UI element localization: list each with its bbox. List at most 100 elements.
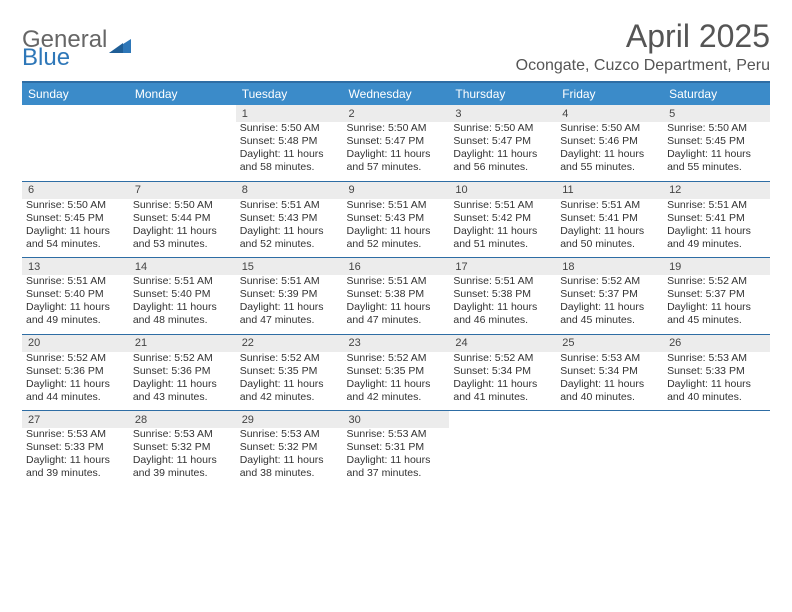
- day-cell: Sunrise: 5:52 AMSunset: 5:34 PMDaylight:…: [449, 352, 556, 411]
- sunrise-line: Sunrise: 5:52 AM: [240, 352, 339, 365]
- day-number: 10: [449, 182, 556, 199]
- day-number: 1: [236, 105, 343, 122]
- sunset-line: Sunset: 5:35 PM: [347, 365, 446, 378]
- day-number: 7: [129, 182, 236, 199]
- day-cell: Sunrise: 5:50 AMSunset: 5:44 PMDaylight:…: [129, 199, 236, 258]
- dow-sunday: Sunday: [22, 82, 129, 105]
- sunrise-line: Sunrise: 5:51 AM: [347, 275, 446, 288]
- sunset-line: Sunset: 5:47 PM: [453, 135, 552, 148]
- day-cell: Sunrise: 5:50 AMSunset: 5:47 PMDaylight:…: [449, 122, 556, 181]
- daylight-line: Daylight: 11 hours and 56 minutes.: [453, 148, 552, 174]
- day-number: 20: [22, 335, 129, 352]
- sunrise-line: Sunrise: 5:52 AM: [26, 352, 125, 365]
- sunset-line: Sunset: 5:32 PM: [133, 441, 232, 454]
- sunset-line: Sunset: 5:44 PM: [133, 212, 232, 225]
- day-cell: Sunrise: 5:53 AMSunset: 5:33 PMDaylight:…: [22, 428, 129, 487]
- day-number: 26: [663, 335, 770, 352]
- day-cell: Sunrise: 5:52 AMSunset: 5:37 PMDaylight:…: [663, 275, 770, 334]
- daylight-line: Daylight: 11 hours and 47 minutes.: [347, 301, 446, 327]
- day-number: [556, 411, 663, 428]
- day-number-row: 13141516171819: [22, 258, 770, 275]
- sunset-line: Sunset: 5:36 PM: [26, 365, 125, 378]
- day-cell: Sunrise: 5:52 AMSunset: 5:36 PMDaylight:…: [22, 352, 129, 411]
- sunrise-line: Sunrise: 5:51 AM: [453, 199, 552, 212]
- day-cell: Sunrise: 5:50 AMSunset: 5:48 PMDaylight:…: [236, 122, 343, 181]
- sunrise-line: Sunrise: 5:50 AM: [453, 122, 552, 135]
- sunrise-line: Sunrise: 5:51 AM: [240, 199, 339, 212]
- day-cell: Sunrise: 5:51 AMSunset: 5:41 PMDaylight:…: [663, 199, 770, 258]
- sunrise-line: Sunrise: 5:51 AM: [240, 275, 339, 288]
- sunrise-line: Sunrise: 5:53 AM: [560, 352, 659, 365]
- sunrise-line: Sunrise: 5:52 AM: [133, 352, 232, 365]
- sunset-line: Sunset: 5:38 PM: [453, 288, 552, 301]
- day-number: [449, 411, 556, 428]
- day-cell: Sunrise: 5:52 AMSunset: 5:35 PMDaylight:…: [236, 352, 343, 411]
- sunrise-line: Sunrise: 5:51 AM: [133, 275, 232, 288]
- daylight-line: Daylight: 11 hours and 44 minutes.: [26, 378, 125, 404]
- sunset-line: Sunset: 5:45 PM: [26, 212, 125, 225]
- daylight-line: Daylight: 11 hours and 57 minutes.: [347, 148, 446, 174]
- daylight-line: Daylight: 11 hours and 42 minutes.: [347, 378, 446, 404]
- daylight-line: Daylight: 11 hours and 40 minutes.: [560, 378, 659, 404]
- daylight-line: Daylight: 11 hours and 53 minutes.: [133, 225, 232, 251]
- day-cell: Sunrise: 5:51 AMSunset: 5:42 PMDaylight:…: [449, 199, 556, 258]
- day-number: [129, 105, 236, 122]
- daylight-line: Daylight: 11 hours and 39 minutes.: [133, 454, 232, 480]
- calendar-body: 12345Sunrise: 5:50 AMSunset: 5:48 PMDayl…: [22, 105, 770, 487]
- day-number: 6: [22, 182, 129, 199]
- day-number: 3: [449, 105, 556, 122]
- daylight-line: Daylight: 11 hours and 45 minutes.: [667, 301, 766, 327]
- sunrise-line: Sunrise: 5:50 AM: [26, 199, 125, 212]
- daylight-line: Daylight: 11 hours and 49 minutes.: [26, 301, 125, 327]
- day-cell: Sunrise: 5:52 AMSunset: 5:36 PMDaylight:…: [129, 352, 236, 411]
- day-cell: Sunrise: 5:53 AMSunset: 5:34 PMDaylight:…: [556, 352, 663, 411]
- day-content-row: Sunrise: 5:53 AM Sunset: 5:33 PM Daylight:…: [22, 428, 770, 487]
- day-number: 30: [343, 411, 450, 428]
- sunset-line: Sunset: 5:31 PM: [347, 441, 446, 454]
- daylight-line: Daylight: 11 hours and 40 minutes.: [667, 378, 766, 404]
- sunset-line: Sunset: 5:34 PM: [453, 365, 552, 378]
- month-title: April 2025: [516, 18, 770, 55]
- day-number: 14: [129, 258, 236, 275]
- daylight-line: Daylight: 11 hours and 55 minutes.: [560, 148, 659, 174]
- sunrise-line: Sunrise: 5:53 AM: [347, 428, 446, 441]
- day-number-row: 20212223242526: [22, 335, 770, 352]
- sunrise-line: Sunrise: 5:51 AM: [667, 199, 766, 212]
- sunset-line: Sunset: 5:45 PM: [667, 135, 766, 148]
- day-number: 28: [129, 411, 236, 428]
- sunset-line: Sunset: 5:33 PM: [26, 441, 125, 454]
- day-number: 11: [556, 182, 663, 199]
- sunset-line: Sunset: 5:47 PM: [347, 135, 446, 148]
- day-content-row: Sunrise: 5:51 AMSunset: 5:40 PMDaylight:…: [22, 275, 770, 334]
- sunrise-line: Sunrise: 5:53 AM: [240, 428, 339, 441]
- daylight-line: Daylight: 11 hours and 46 minutes.: [453, 301, 552, 327]
- day-cell: Sunrise: 5:50 AMSunset: 5:45 PMDaylight:…: [22, 199, 129, 258]
- location-subtitle: Ocongate, Cuzco Department, Peru: [516, 57, 770, 75]
- sunrise-line: Sunrise: 5:50 AM: [240, 122, 339, 135]
- daylight-line: Daylight: 11 hours and 38 minutes.: [240, 454, 339, 480]
- day-cell: Sunrise: 5:51 AMSunset: 5:39 PMDaylight:…: [236, 275, 343, 334]
- sunset-line: Sunset: 5:41 PM: [667, 212, 766, 225]
- sunrise-line: Sunrise: 5:50 AM: [667, 122, 766, 135]
- daylight-line: Daylight: 11 hours and 50 minutes.: [560, 225, 659, 251]
- day-cell: Sunrise: 5:53 AMSunset: 5:32 PMDaylight:…: [129, 428, 236, 487]
- day-number-row: 6789101112: [22, 182, 770, 199]
- sunset-line: Sunset: 5:40 PM: [133, 288, 232, 301]
- calendar-table: Sunday Monday Tuesday Wednesday Thursday…: [22, 81, 770, 487]
- sunset-line: Sunset: 5:34 PM: [560, 365, 659, 378]
- sunset-line: Sunset: 5:36 PM: [133, 365, 232, 378]
- page-header: General April 2025 Ocongate, Cuzco Depar…: [22, 18, 770, 75]
- sunrise-line: Sunrise: 5:50 AM: [347, 122, 446, 135]
- daylight-line: Daylight: 11 hours and 52 minutes.: [240, 225, 339, 251]
- day-cell: Sunrise: 5:52 AMSunset: 5:37 PMDaylight:…: [556, 275, 663, 334]
- day-number: 18: [556, 258, 663, 275]
- daylight-line: Daylight: 11 hours and 55 minutes.: [667, 148, 766, 174]
- day-number: [22, 105, 129, 122]
- day-cell: Sunrise: 5:51 AMSunset: 5:40 PMDaylight:…: [22, 275, 129, 334]
- day-number: 9: [343, 182, 450, 199]
- sunrise-line: Sunrise: 5:50 AM: [133, 199, 232, 212]
- dow-thursday: Thursday: [449, 82, 556, 105]
- sunset-line: Sunset: 5:40 PM: [26, 288, 125, 301]
- day-cell: Sunrise: 5:51 AMSunset: 5:40 PMDaylight:…: [129, 275, 236, 334]
- brand-triangle-icon: [109, 32, 131, 48]
